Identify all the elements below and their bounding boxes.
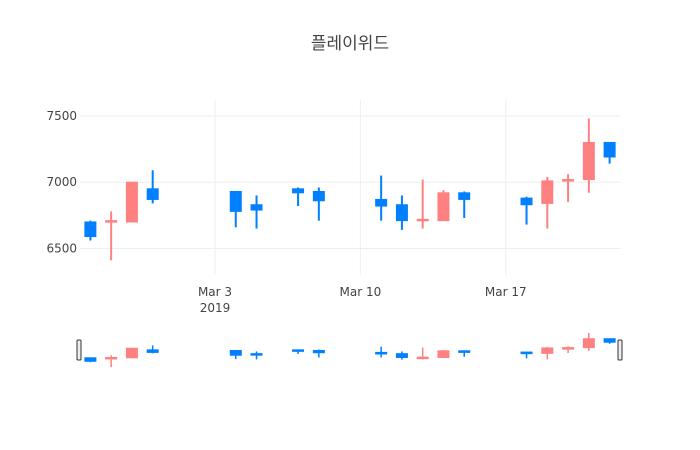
candle bbox=[292, 349, 305, 354]
candle bbox=[146, 345, 159, 354]
range-slider-left-handle[interactable] bbox=[76, 339, 82, 361]
candle-body-increasing bbox=[562, 347, 575, 350]
range-slider-right-handle[interactable] bbox=[617, 339, 623, 361]
candle bbox=[229, 349, 242, 360]
candle-body-decreasing bbox=[458, 350, 471, 353]
candle bbox=[437, 190, 450, 222]
candle-body-increasing bbox=[105, 220, 118, 223]
candle bbox=[84, 357, 97, 363]
range-slider-candles bbox=[84, 333, 616, 367]
candle bbox=[395, 195, 408, 230]
candle bbox=[125, 181, 138, 223]
candle bbox=[582, 118, 595, 193]
y-tick-label: 7500 bbox=[46, 109, 77, 123]
candle-body-increasing bbox=[437, 350, 450, 358]
candle bbox=[458, 191, 471, 218]
candle-body-decreasing bbox=[292, 349, 305, 352]
candle bbox=[458, 350, 471, 357]
x-axis: Mar 3 2019 Mar 10 Mar 17 bbox=[198, 285, 527, 315]
y-tick-label: 7000 bbox=[46, 175, 77, 189]
candle-body-decreasing bbox=[84, 221, 97, 238]
candle bbox=[541, 346, 554, 360]
x-tick-label: Mar 10 bbox=[340, 285, 382, 299]
candle bbox=[520, 351, 533, 359]
candle-body-decreasing bbox=[395, 204, 408, 222]
grid-layer bbox=[80, 100, 620, 275]
candle-body-increasing bbox=[105, 356, 118, 360]
x-tick-label: Mar 3 bbox=[198, 285, 232, 299]
candle-body-increasing bbox=[416, 218, 429, 222]
range-slider[interactable] bbox=[76, 331, 623, 369]
candle-body-increasing bbox=[541, 347, 554, 354]
candle-body-decreasing bbox=[603, 338, 616, 343]
candle-body-increasing bbox=[582, 141, 595, 181]
candle bbox=[105, 355, 118, 367]
candle bbox=[312, 187, 325, 221]
candle bbox=[520, 196, 533, 225]
candle-body-decreasing bbox=[292, 188, 305, 194]
candle bbox=[84, 220, 97, 241]
candle-body-decreasing bbox=[229, 190, 242, 212]
candles bbox=[84, 118, 616, 261]
candle-body-decreasing bbox=[458, 192, 471, 200]
candle bbox=[375, 346, 388, 358]
candle bbox=[416, 179, 429, 229]
candle bbox=[250, 351, 263, 360]
candle-body-decreasing bbox=[520, 351, 533, 355]
candle bbox=[312, 349, 325, 358]
candle bbox=[105, 211, 118, 261]
candle bbox=[292, 187, 305, 207]
candle bbox=[229, 190, 242, 228]
candle-body-increasing bbox=[125, 347, 138, 359]
x-tick-label: Mar 17 bbox=[485, 285, 527, 299]
candle bbox=[603, 338, 616, 344]
candle-body-decreasing bbox=[146, 188, 159, 200]
candle-body-decreasing bbox=[520, 197, 533, 206]
candle-body-increasing bbox=[416, 356, 429, 360]
range-slider-frame[interactable] bbox=[80, 331, 620, 369]
x-tick-sublabel: 2019 bbox=[200, 301, 231, 315]
candle-body-decreasing bbox=[146, 349, 159, 353]
candle bbox=[146, 170, 159, 204]
candle bbox=[437, 350, 450, 358]
candle-body-decreasing bbox=[395, 353, 408, 358]
candle bbox=[562, 346, 575, 354]
candle-body-decreasing bbox=[312, 349, 325, 354]
candle-body-increasing bbox=[541, 180, 554, 204]
candle-body-decreasing bbox=[312, 190, 325, 202]
candle-body-increasing bbox=[437, 192, 450, 222]
candle-body-increasing bbox=[125, 181, 138, 223]
candle-body-decreasing bbox=[603, 141, 616, 158]
candle-body-increasing bbox=[582, 338, 595, 349]
candle bbox=[395, 351, 408, 360]
candle-body-decreasing bbox=[84, 357, 97, 362]
candle bbox=[562, 174, 575, 203]
candle bbox=[603, 141, 616, 164]
y-tick-label: 6500 bbox=[46, 241, 77, 255]
candle bbox=[125, 347, 138, 359]
candle bbox=[416, 347, 429, 360]
candle-body-decreasing bbox=[250, 353, 263, 356]
chart-title: 플레이위드 bbox=[311, 34, 389, 54]
candle-body-decreasing bbox=[229, 349, 242, 356]
candle bbox=[375, 175, 388, 221]
candle-body-decreasing bbox=[375, 198, 388, 207]
candle-body-decreasing bbox=[375, 351, 388, 355]
candle-body-increasing bbox=[562, 179, 575, 182]
y-axis: 6500 7000 7500 bbox=[46, 109, 77, 256]
candle bbox=[250, 195, 263, 229]
candle-body-decreasing bbox=[250, 204, 263, 211]
candle bbox=[541, 176, 554, 229]
candle bbox=[582, 333, 595, 351]
